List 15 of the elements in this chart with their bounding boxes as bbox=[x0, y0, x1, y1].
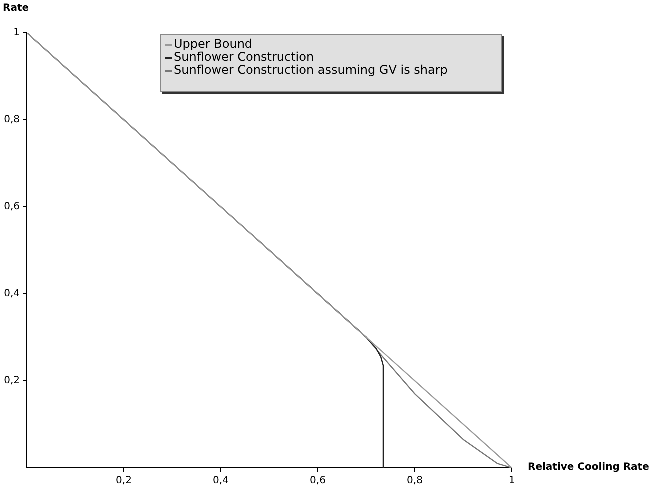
x-tick-label: 0,4 bbox=[213, 476, 229, 487]
legend-label: Sunflower Construction bbox=[174, 50, 314, 64]
x-tick-label: 1 bbox=[508, 476, 516, 487]
legend-label: Upper Bound bbox=[174, 37, 253, 51]
y-tick-label: 1 bbox=[14, 28, 20, 39]
y-tick-label: 0,8 bbox=[4, 114, 20, 126]
y-tick-label: 0,2 bbox=[4, 376, 20, 387]
x-tick-label: 0,6 bbox=[310, 476, 326, 487]
x-tick-label: 0,2 bbox=[116, 476, 132, 487]
y-tick-label: 0,6 bbox=[4, 202, 20, 213]
y-axis-title: Rate bbox=[3, 3, 30, 14]
y-tick-label: 0,4 bbox=[4, 288, 20, 300]
x-axis-title: Relative Cooling Rate bbox=[528, 462, 650, 473]
x-tick-label: 0,8 bbox=[407, 476, 423, 487]
legend-label: Sunflower Construction assuming GV is sharp bbox=[174, 63, 448, 77]
